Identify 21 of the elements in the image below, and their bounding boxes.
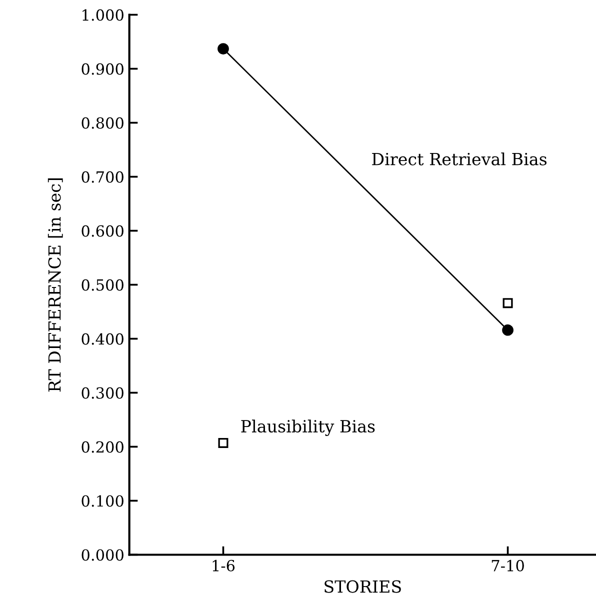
series-label: Direct Retrieval Bias: [372, 152, 547, 166]
point: [218, 438, 228, 448]
y-tick-label: 1.000: [82, 9, 124, 21]
y-tick-label: 0.500: [82, 279, 124, 291]
y-tick-label: 0.300: [82, 387, 124, 399]
y-tick-label: 0.400: [82, 333, 124, 345]
x-tick-label: 7-10: [492, 560, 524, 572]
y-tick-label: 0.200: [82, 441, 124, 453]
point: [502, 298, 513, 308]
y-tick-label: 0.800: [82, 117, 124, 129]
y-tick-label: 0.900: [82, 63, 124, 75]
y-axis-title: RT DIFFERENCE [in sec]: [48, 178, 63, 392]
x-axis-title: STORIES: [324, 580, 401, 593]
y-tick-label: 0.700: [82, 171, 124, 183]
y-tick-label: 0.600: [82, 225, 124, 237]
point: [502, 324, 514, 336]
y-tick-label: 0.000: [82, 549, 124, 561]
point: [218, 43, 229, 54]
y-tick-label: 0.100: [82, 495, 124, 507]
x-tick-label: 1-6: [212, 560, 235, 572]
series-label: Plausibility Bias: [241, 420, 375, 436]
